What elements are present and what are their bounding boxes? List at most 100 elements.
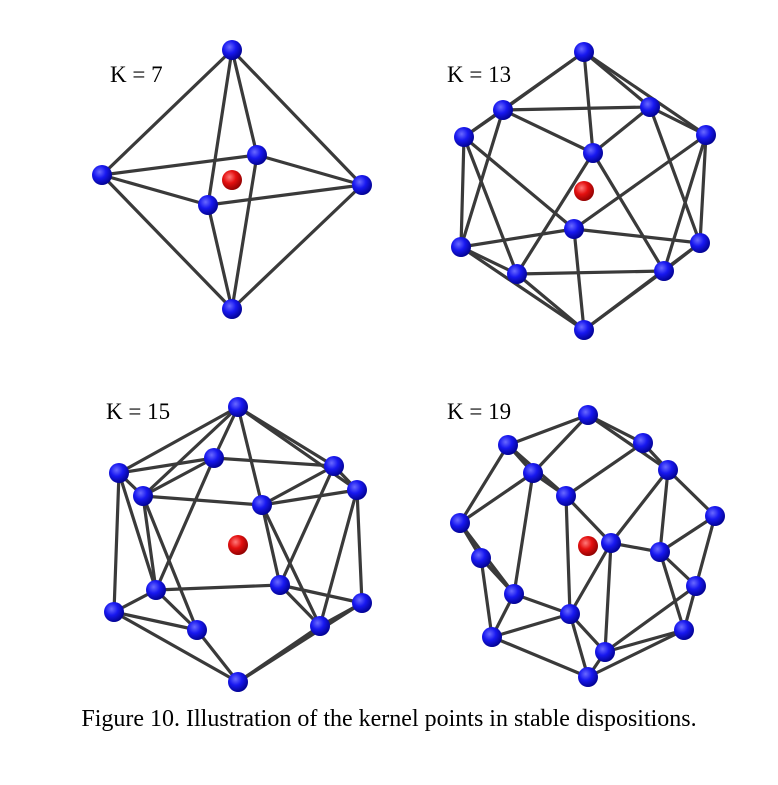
panel-k19-kernel-point-16 [595, 642, 615, 662]
panel-k19-kernel-point-2 [633, 433, 653, 453]
panel-k19-kernel-point-14 [482, 627, 502, 647]
panel-k7-edge-6 [206, 203, 234, 311]
panel-k19-kernel-point-9 [650, 542, 670, 562]
panel-k15-edge-32 [278, 583, 364, 605]
panel-k7-kernel-point-1 [92, 165, 112, 185]
panel-k13-edge-12 [698, 133, 708, 245]
panel-k15-edge-12 [112, 471, 121, 614]
panel-k13-edge-6 [501, 108, 595, 155]
panel-k19-nodes [450, 405, 725, 687]
panel-k15-center-point [228, 535, 248, 555]
panel-label-k13: K = 13 [447, 62, 511, 87]
panel-k15-edge-3 [236, 405, 359, 492]
panel-k19-kernel-point-17 [578, 667, 598, 687]
panel-k15-edge-13 [355, 488, 364, 605]
panel-k7: K = 7 [92, 40, 372, 319]
panel-k15-kernel-point-5 [133, 486, 153, 506]
panel-k7-edge-11 [100, 153, 259, 177]
panel-k15-edge-2 [117, 405, 240, 475]
panel-k15-kernel-point-8 [270, 575, 290, 595]
panel-k13-kernel-point-0 [574, 42, 594, 62]
panel-k13-edge-11 [462, 135, 519, 276]
panel-k13-edge-8 [591, 105, 652, 155]
panel-k7-edge-4 [100, 173, 234, 311]
panel-k19: K = 19 [447, 399, 725, 687]
panel-k19-kernel-point-13 [560, 604, 580, 624]
panel-k19-edge-22 [458, 471, 535, 525]
panel-k15-kernel-point-12 [310, 616, 330, 636]
panel-k13-edge-16 [459, 108, 505, 249]
panel-k13-kernel-point-5 [583, 143, 603, 163]
panel-k13: K = 13 [447, 42, 716, 340]
panel-k19-kernel-point-10 [471, 548, 491, 568]
panel-k15-edge-6 [117, 456, 216, 475]
panel-k19-edge-16 [658, 468, 670, 554]
panel-k19-edge-30 [490, 612, 572, 639]
panel-k7-edge-8 [100, 173, 210, 207]
panel-k7-edge-7 [230, 153, 259, 311]
panel-k13-edges [459, 50, 708, 332]
panel-k13-kernel-point-4 [696, 125, 716, 145]
panel-k13-edge-19 [515, 269, 666, 276]
panel-k13-edge-4 [582, 50, 595, 155]
panel-k19-kernel-point-0 [578, 405, 598, 425]
panel-k15-edge-22 [112, 610, 199, 632]
panel-k13-edge-24 [459, 245, 586, 332]
panel-k13-edge-7 [648, 105, 708, 137]
panel-k7-edge-5 [230, 183, 364, 311]
panel-k19-kernel-point-1 [498, 435, 518, 455]
panel-k15-edge-5 [236, 405, 264, 507]
panel-k13-kernel-point-10 [564, 219, 584, 239]
panel-k15-edge-18 [154, 456, 216, 592]
panel-k15-kernel-point-3 [109, 463, 129, 483]
panel-k19-kernel-point-6 [450, 513, 470, 533]
panel-k13-edge-23 [572, 227, 586, 332]
panel-k19-edge-15 [666, 468, 717, 518]
panel-k13-edge-28 [462, 135, 576, 231]
panel-k13-nodes [451, 42, 716, 340]
panel-k19-edge-29 [603, 628, 686, 654]
panel-k15-edge-24 [154, 583, 282, 592]
panel-k15-edge-19 [278, 464, 336, 587]
panel-k15-edge-21 [318, 488, 359, 628]
panel-label-k15: K = 15 [106, 399, 170, 424]
panel-k15-kernel-point-6 [252, 495, 272, 515]
panel-k13-edge-3 [582, 50, 708, 137]
panel-k15-edge-20 [117, 471, 158, 592]
panel-k19-edge-12 [586, 628, 686, 679]
panel-k13-kernel-point-6 [451, 237, 471, 257]
panel-k13-kernel-point-7 [690, 233, 710, 253]
panel-k13-kernel-point-3 [454, 127, 474, 147]
panel-k7-center-point [222, 170, 242, 190]
panel-k7-kernel-point-0 [222, 40, 242, 60]
panel-k15-kernel-point-0 [228, 397, 248, 417]
panel-k19-edge-18 [564, 494, 613, 545]
panel-k15-edges [112, 405, 364, 684]
panel-k15-edge-15 [260, 503, 282, 587]
panel-k13-edge-17 [648, 105, 702, 245]
panel-k7-edge-10 [255, 153, 364, 187]
panel-k19-kernel-point-8 [601, 533, 621, 553]
panel-k13-edge-15 [591, 151, 666, 273]
panel-k19-edge-5 [586, 413, 670, 472]
panel-k19-edge-14 [694, 514, 717, 588]
panel-k13-center-point [574, 181, 594, 201]
panel-k15-edge-27 [112, 610, 240, 684]
panel-k19-kernel-point-7 [705, 506, 725, 526]
panel-k19-kernel-point-15 [674, 620, 694, 640]
panel-k19-edge-32 [568, 541, 613, 616]
panel-k13-kernel-point-11 [574, 320, 594, 340]
panel-k15-edge-11 [260, 488, 359, 507]
panel-k19-edge-27 [658, 550, 686, 632]
panel-k15-edge-33 [141, 456, 216, 498]
panel-k19-edge-2 [531, 413, 590, 475]
panel-k15-edge-17 [260, 503, 322, 628]
panel-k15-kernel-point-4 [347, 480, 367, 500]
panel-k15-kernel-point-2 [324, 456, 344, 476]
panel-k19-kernel-point-5 [556, 486, 576, 506]
panel-k19-kernel-point-3 [523, 463, 543, 483]
panel-k15: K = 15 [104, 397, 372, 692]
panel-k15-nodes [104, 397, 372, 692]
panel-k7-edge-1 [230, 48, 364, 187]
panel-k19-edge-39 [568, 612, 590, 679]
